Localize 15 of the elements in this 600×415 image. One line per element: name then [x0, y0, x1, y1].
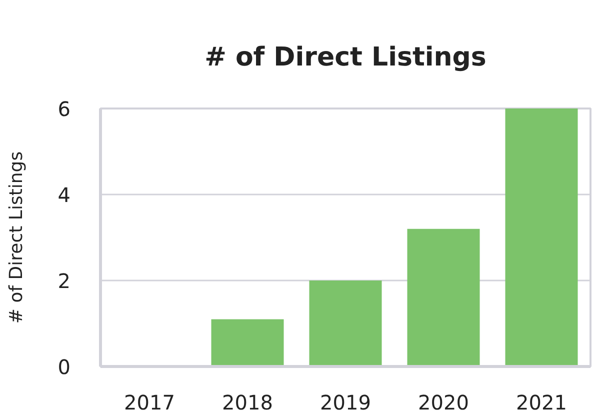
y-tick-label: 4 [58, 183, 71, 207]
x-tick-label: 2020 [418, 390, 469, 414]
bar [505, 108, 578, 366]
chart-title: # of Direct Listings [204, 42, 486, 72]
bar [211, 319, 284, 366]
y-tick-label: 2 [58, 269, 71, 293]
x-tick-label: 2018 [222, 390, 273, 414]
bar [309, 280, 382, 366]
x-tick-label: 2021 [516, 390, 567, 414]
x-tick-label: 2019 [320, 390, 371, 414]
x-tick-label: 2017 [124, 390, 175, 414]
y-tick-label: 6 [58, 97, 71, 121]
bar [407, 228, 480, 366]
y-axis-title: # of Direct Listings [6, 151, 27, 324]
y-tick-label: 0 [58, 355, 71, 379]
